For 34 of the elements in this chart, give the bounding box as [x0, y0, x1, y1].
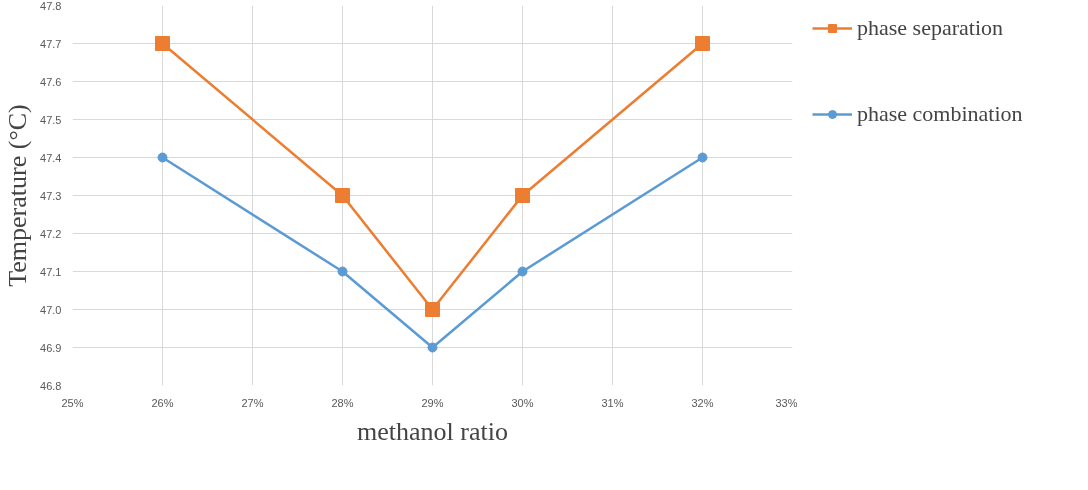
x-tick-label: 26%: [151, 396, 174, 409]
legend-label: phase separation: [857, 15, 1003, 41]
y-tick-label: 47.0: [40, 303, 62, 316]
y-tick-label: 47.4: [40, 151, 62, 164]
point: [697, 152, 708, 163]
x-tick-label: 25%: [61, 396, 84, 409]
y-tick-label: 47.7: [40, 37, 62, 50]
y-axis-title: Temperature (°C): [3, 104, 33, 287]
point: [337, 266, 348, 277]
point: [427, 342, 438, 353]
y-tick-label: 46.9: [40, 341, 62, 354]
x-tick-label: 28%: [331, 396, 354, 409]
x-tick-label: 30%: [511, 396, 534, 409]
point: [155, 36, 170, 51]
y-tick-label: 47.5: [40, 113, 62, 126]
legend-label: phase combination: [857, 101, 1023, 127]
x-tick-label: 31%: [601, 396, 624, 409]
y-tick-label: 47.6: [40, 75, 62, 88]
point: [335, 188, 350, 203]
point: [695, 36, 710, 51]
y-tick-label: 47.3: [40, 189, 62, 202]
x-tick-label: 29%: [421, 396, 444, 409]
y-tick-label: 47.1: [40, 265, 62, 278]
point: [515, 188, 530, 203]
point: [157, 152, 168, 163]
y-tick-label: 47.8: [40, 0, 62, 12]
point: [425, 302, 440, 317]
x-tick-label: 33%: [775, 396, 798, 409]
y-tick-label: 47.2: [40, 227, 62, 240]
x-axis-title: methanol ratio: [357, 416, 508, 446]
point: [517, 266, 528, 277]
x-tick-label: 27%: [241, 396, 264, 409]
y-tick-label: 46.8: [40, 379, 62, 392]
x-tick-label: 32%: [691, 396, 714, 409]
